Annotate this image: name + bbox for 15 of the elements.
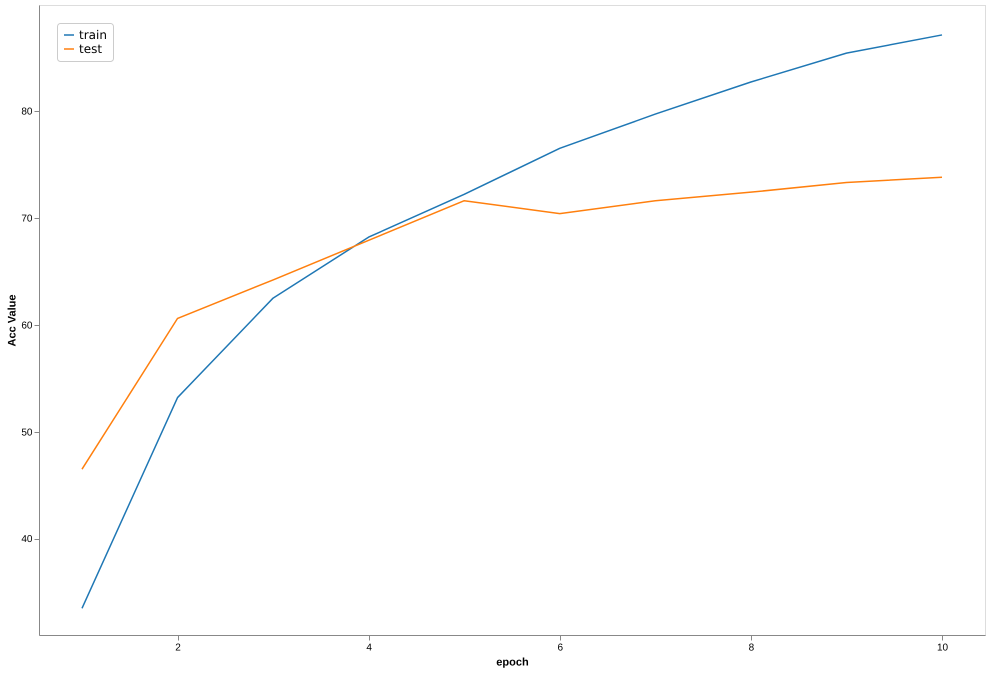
- x-tick-label: 2: [175, 642, 182, 654]
- x-tick-label: 4: [366, 642, 372, 654]
- x-axis-title: epoch: [496, 656, 529, 668]
- x-tick-label: 8: [748, 642, 755, 654]
- y-tick-label: 80: [21, 106, 33, 118]
- legend-label: train: [79, 28, 107, 42]
- y-tick-label: 60: [21, 320, 33, 332]
- x-tick-label: 6: [557, 642, 564, 654]
- y-tick-label: 50: [21, 427, 33, 438]
- y-axis-title: Acc Value: [6, 294, 18, 346]
- y-tick-label: 70: [21, 213, 33, 224]
- line-series: [81, 176, 943, 470]
- legend-label: test: [79, 42, 102, 56]
- y-tick-label: 40: [21, 534, 33, 546]
- x-tick-label: 10: [936, 642, 948, 654]
